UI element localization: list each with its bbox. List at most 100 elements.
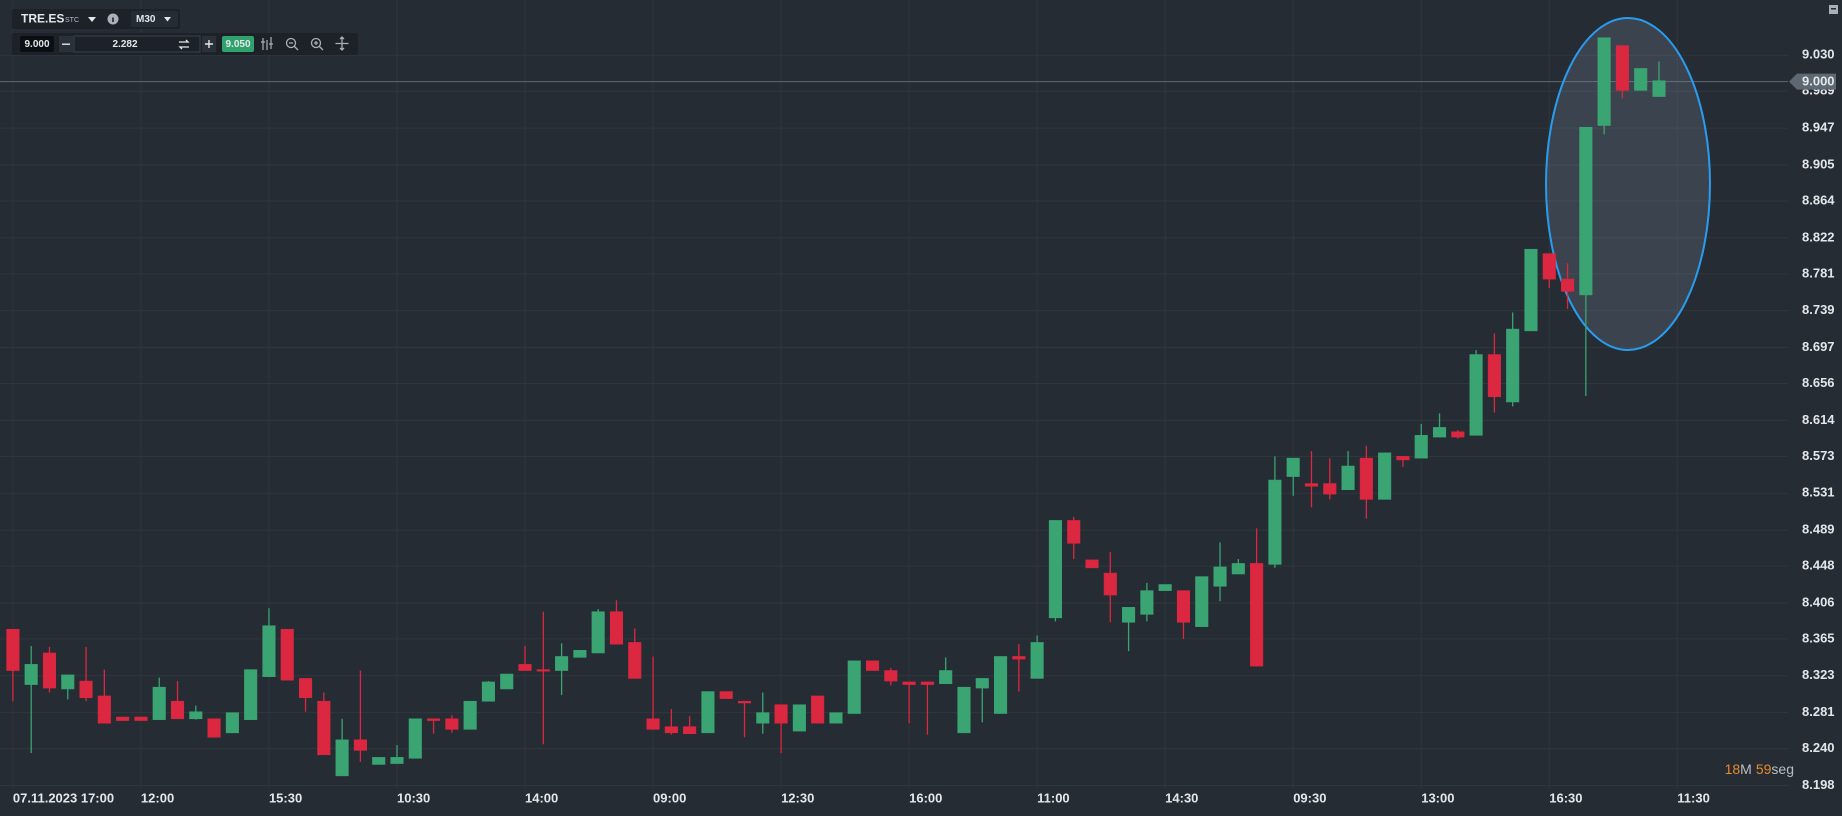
swap-icon[interactable]: [178, 39, 190, 50]
candle-body: [847, 660, 861, 714]
candle-body: [1432, 427, 1447, 438]
candle-body: [591, 611, 605, 654]
candle-body: [811, 695, 825, 724]
candle-body: [500, 673, 514, 690]
candle-body: [134, 716, 148, 721]
y-tick-label: 8.905: [1802, 156, 1835, 171]
candle-body: [1579, 126, 1593, 296]
candle-body: [902, 681, 916, 685]
candle-body: [280, 628, 294, 681]
crosshair-icon[interactable]: [335, 36, 349, 51]
candle-body: [61, 674, 75, 690]
candle-body: [1561, 278, 1575, 292]
candle-body: [1268, 479, 1282, 565]
quantity-input[interactable]: [73, 35, 201, 53]
candle-body: [646, 718, 660, 730]
countdown-seconds-unit: seg: [1771, 761, 1794, 777]
candle-body: [372, 757, 386, 765]
candle-body: [1597, 37, 1611, 126]
candle-body: [1634, 68, 1648, 91]
sell-button[interactable]: [20, 36, 54, 52]
candle-body: [1341, 465, 1355, 491]
x-tick-label: 09:30: [1293, 790, 1326, 805]
y-tick-label: 8.240: [1802, 740, 1835, 755]
candle-body: [1067, 520, 1081, 544]
candle-body: [244, 669, 258, 720]
countdown-minutes-unit: M: [1740, 761, 1752, 777]
timeframe-box[interactable]: [131, 11, 178, 27]
x-tick-label: 12:00: [141, 790, 174, 805]
candle-body: [6, 628, 20, 671]
x-tick-label: 14:30: [1165, 790, 1198, 805]
candle-body: [97, 695, 111, 724]
toolbar: TRE.ES STC M30 9.000 2.282 9.050: [12, 9, 358, 55]
candle-body: [1359, 457, 1373, 500]
candle-body: [975, 678, 989, 689]
price-tag-label: 9.000: [1802, 74, 1835, 89]
quantity: 2.282: [112, 39, 137, 50]
candle-body: [1506, 328, 1520, 403]
candle-body: [555, 656, 569, 671]
candle-body: [884, 670, 898, 682]
candle-body: [298, 678, 313, 699]
candle-body: [1469, 354, 1483, 436]
timeframe-dropdown[interactable]: [164, 17, 171, 22]
zoom-in-glyph: [314, 41, 324, 51]
candle-body: [189, 711, 203, 720]
candle-body: [701, 691, 715, 734]
y-tick-label: 8.822: [1802, 229, 1835, 244]
candle-body: [79, 680, 93, 699]
buy-button[interactable]: [222, 36, 254, 52]
grid-layer: [0, 0, 1788, 789]
candle-body: [1487, 354, 1501, 397]
x-tick-label: 10:30: [397, 790, 430, 805]
candle-body: [939, 670, 953, 684]
y-tick-label: 8.573: [1802, 448, 1835, 463]
y-tick-label: 8.489: [1802, 522, 1835, 537]
candle-body: [262, 625, 276, 677]
symbol-dropdown[interactable]: [88, 17, 96, 22]
bid-price: 9.000: [24, 39, 49, 50]
candle-body: [427, 718, 441, 721]
candle-body: [774, 704, 788, 724]
candle-body: [1615, 45, 1629, 91]
candle-body: [792, 704, 806, 732]
candle-body: [664, 726, 678, 734]
candle-body: [920, 681, 934, 685]
candle-body: [1140, 590, 1154, 615]
chart-type-icon[interactable]: [261, 37, 273, 50]
symbol: TRE.ES: [21, 12, 64, 26]
ask-price: 9.050: [225, 39, 250, 50]
candle-body: [536, 669, 550, 672]
zoom-in-icon[interactable]: [310, 37, 322, 49]
y-tick-label: 8.281: [1802, 704, 1835, 719]
x-tick-label: 13:00: [1421, 790, 1454, 805]
candle-body: [1231, 563, 1245, 575]
candle-body: [1524, 248, 1538, 332]
y-tick-label: 8.365: [1802, 630, 1835, 645]
candles-layer: [6, 37, 1666, 777]
y-tick-label: 8.323: [1802, 667, 1835, 682]
candle-body: [170, 700, 185, 720]
x-tick-label: 15:30: [269, 790, 302, 805]
x-tick-label: 16:00: [909, 790, 942, 805]
candle-body: [207, 718, 221, 738]
candle-body: [225, 712, 239, 734]
candle-body: [957, 686, 971, 734]
market: STC: [65, 17, 79, 24]
candle-body: [1378, 452, 1392, 500]
candle-body: [1451, 431, 1465, 438]
y-tick-label: 9.030: [1802, 47, 1835, 62]
x-tick-label: 12:30: [781, 790, 814, 805]
x-tick-label: 14:00: [525, 790, 558, 805]
candle-body: [445, 718, 459, 730]
candle-body: [24, 664, 38, 685]
price-tag: [1789, 73, 1836, 90]
candle-body: [1048, 520, 1062, 619]
plus-glyph: [205, 40, 213, 48]
zoom-out-icon[interactable]: [285, 37, 297, 49]
candle-body: [1085, 559, 1099, 569]
candle-body: [42, 652, 57, 689]
candle-body: [518, 664, 532, 671]
